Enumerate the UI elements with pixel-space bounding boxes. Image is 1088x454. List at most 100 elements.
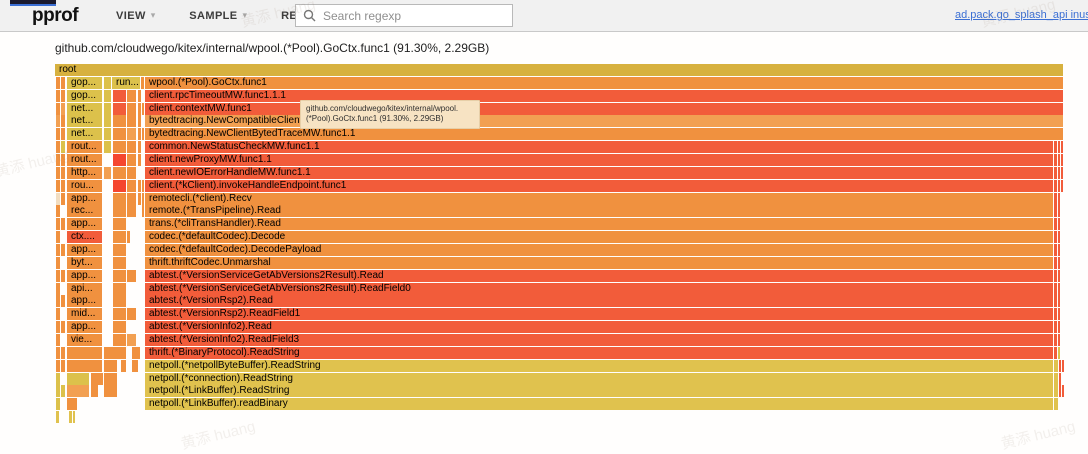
flame-cell[interactable] — [61, 77, 65, 89]
flame-cell[interactable] — [127, 103, 136, 115]
flame-cell[interactable] — [113, 244, 126, 256]
flame-frame[interactable]: app... — [67, 270, 102, 282]
flame-cell[interactable] — [1054, 334, 1057, 346]
flame-cell[interactable] — [142, 205, 144, 217]
flame-cell[interactable] — [67, 373, 89, 385]
flame-cell[interactable] — [1058, 218, 1060, 230]
flame-cell[interactable] — [56, 398, 60, 410]
flame-cell[interactable] — [1058, 321, 1060, 333]
flame-cell[interactable] — [142, 180, 144, 192]
flame-cell[interactable] — [56, 283, 60, 295]
flame-cell[interactable] — [1061, 180, 1063, 192]
flame-cell[interactable] — [1058, 257, 1060, 269]
flame-cell[interactable] — [61, 115, 65, 127]
flame-cell[interactable] — [61, 360, 65, 372]
flame-cell[interactable] — [1054, 385, 1058, 397]
flame-cell[interactable] — [113, 103, 126, 115]
flame-cell[interactable] — [1054, 283, 1057, 295]
flame-cell[interactable] — [113, 218, 126, 230]
flame-frame[interactable]: netpoll.(*netpollByteBuffer).ReadString — [145, 360, 1053, 372]
flame-frame[interactable]: netpoll.(*LinkBuffer).ReadString — [145, 385, 1053, 397]
flame-cell[interactable] — [113, 180, 126, 192]
flame-frame[interactable]: remote.(*TransPipeline).Read — [145, 205, 1053, 217]
flame-cell[interactable] — [138, 128, 141, 140]
flame-cell[interactable] — [104, 128, 111, 140]
flame-cell[interactable] — [113, 270, 126, 282]
flame-cell[interactable] — [56, 218, 60, 230]
flame-frame[interactable]: app... — [67, 244, 102, 256]
flame-cell[interactable] — [91, 385, 98, 397]
flame-cell[interactable] — [1058, 334, 1060, 346]
flame-cell[interactable] — [113, 283, 126, 295]
flame-cell[interactable] — [113, 141, 126, 153]
flame-cell[interactable] — [104, 115, 111, 127]
flame-cell[interactable] — [113, 154, 126, 166]
flame-cell[interactable] — [1054, 321, 1057, 333]
flame-cell[interactable] — [138, 103, 141, 115]
flame-cell[interactable] — [1054, 308, 1057, 320]
flame-cell[interactable] — [56, 128, 60, 140]
flame-cell[interactable] — [61, 347, 65, 359]
flame-cell[interactable] — [1054, 244, 1057, 256]
flame-cell[interactable] — [61, 270, 65, 282]
flame-cell[interactable] — [56, 180, 60, 192]
flame-cell[interactable] — [91, 373, 103, 385]
flame-cell[interactable] — [56, 103, 60, 115]
flame-cell[interactable] — [1062, 385, 1064, 397]
flame-cell[interactable] — [56, 244, 60, 256]
flame-cell[interactable] — [56, 385, 60, 397]
flame-cell[interactable] — [61, 167, 65, 179]
flame-frame[interactable]: remotecli.(*client).Recv — [145, 193, 1053, 205]
flame-cell[interactable] — [138, 154, 141, 166]
flame-cell[interactable] — [113, 167, 126, 179]
flame-frame[interactable]: vie... — [67, 334, 102, 346]
flame-cell[interactable] — [56, 295, 60, 307]
flame-cell[interactable] — [113, 321, 126, 333]
flame-cell[interactable] — [56, 411, 59, 423]
flame-frame[interactable]: thrift.(*BinaryProtocol).ReadString — [145, 347, 1053, 359]
flame-cell[interactable] — [1058, 244, 1060, 256]
flame-frame[interactable]: run... — [112, 77, 140, 89]
flame-cell[interactable] — [138, 115, 141, 127]
flame-cell[interactable] — [104, 77, 111, 89]
flame-frame[interactable]: net... — [67, 128, 102, 140]
flame-cell[interactable] — [142, 128, 144, 140]
flame-cell[interactable] — [73, 411, 75, 423]
flame-cell[interactable] — [1054, 360, 1058, 372]
flame-cell[interactable] — [127, 154, 136, 166]
flame-frame[interactable]: abtest.(*VersionServiceGetAbVersions2Res… — [145, 283, 1053, 295]
flame-cell[interactable] — [61, 244, 65, 256]
flame-cell[interactable] — [113, 295, 126, 307]
flame-frame[interactable]: client.newProxyMW.func1.1 — [145, 154, 1053, 166]
flame-cell[interactable] — [113, 334, 126, 346]
flame-cell[interactable] — [56, 167, 60, 179]
flame-frame[interactable]: bytedtracing.NewClientBytedTraceMW.func1… — [145, 128, 1063, 140]
flame-cell[interactable] — [113, 90, 126, 102]
flame-frame[interactable]: byt... — [67, 257, 102, 269]
flame-frame[interactable]: trans.(*cliTransHandler).Read — [145, 218, 1053, 230]
flame-cell[interactable] — [56, 334, 60, 346]
flame-frame[interactable]: http... — [67, 167, 102, 179]
flame-cell[interactable] — [127, 180, 136, 192]
flame-cell[interactable] — [104, 141, 111, 153]
menu-view[interactable]: VIEW ▾ — [116, 10, 155, 22]
flame-frame[interactable]: client.newIOErrorHandleMW.func1.1 — [145, 167, 1053, 179]
flame-frame[interactable]: abtest.(*VersionInfo2).Read — [145, 321, 1053, 333]
flame-cell[interactable] — [121, 360, 126, 372]
flame-cell[interactable] — [61, 154, 65, 166]
flame-cell[interactable] — [56, 154, 60, 166]
flame-cell[interactable] — [104, 103, 111, 115]
flame-cell[interactable] — [104, 167, 111, 179]
flame-cell[interactable] — [113, 231, 126, 243]
flame-cell[interactable] — [67, 398, 77, 410]
flame-frame[interactable]: codec.(*defaultCodec).Decode — [145, 231, 1053, 243]
flame-cell[interactable] — [1058, 141, 1060, 153]
flame-cell[interactable] — [1058, 283, 1060, 295]
flame-frame[interactable]: net... — [67, 103, 102, 115]
flame-frame[interactable]: client.contextMW.func1 — [145, 103, 1063, 115]
flame-cell[interactable] — [1062, 360, 1064, 372]
flame-cell[interactable] — [69, 411, 72, 423]
flame-cell[interactable] — [1054, 193, 1057, 205]
flame-cell[interactable] — [127, 115, 136, 127]
search-input[interactable] — [321, 7, 495, 24]
